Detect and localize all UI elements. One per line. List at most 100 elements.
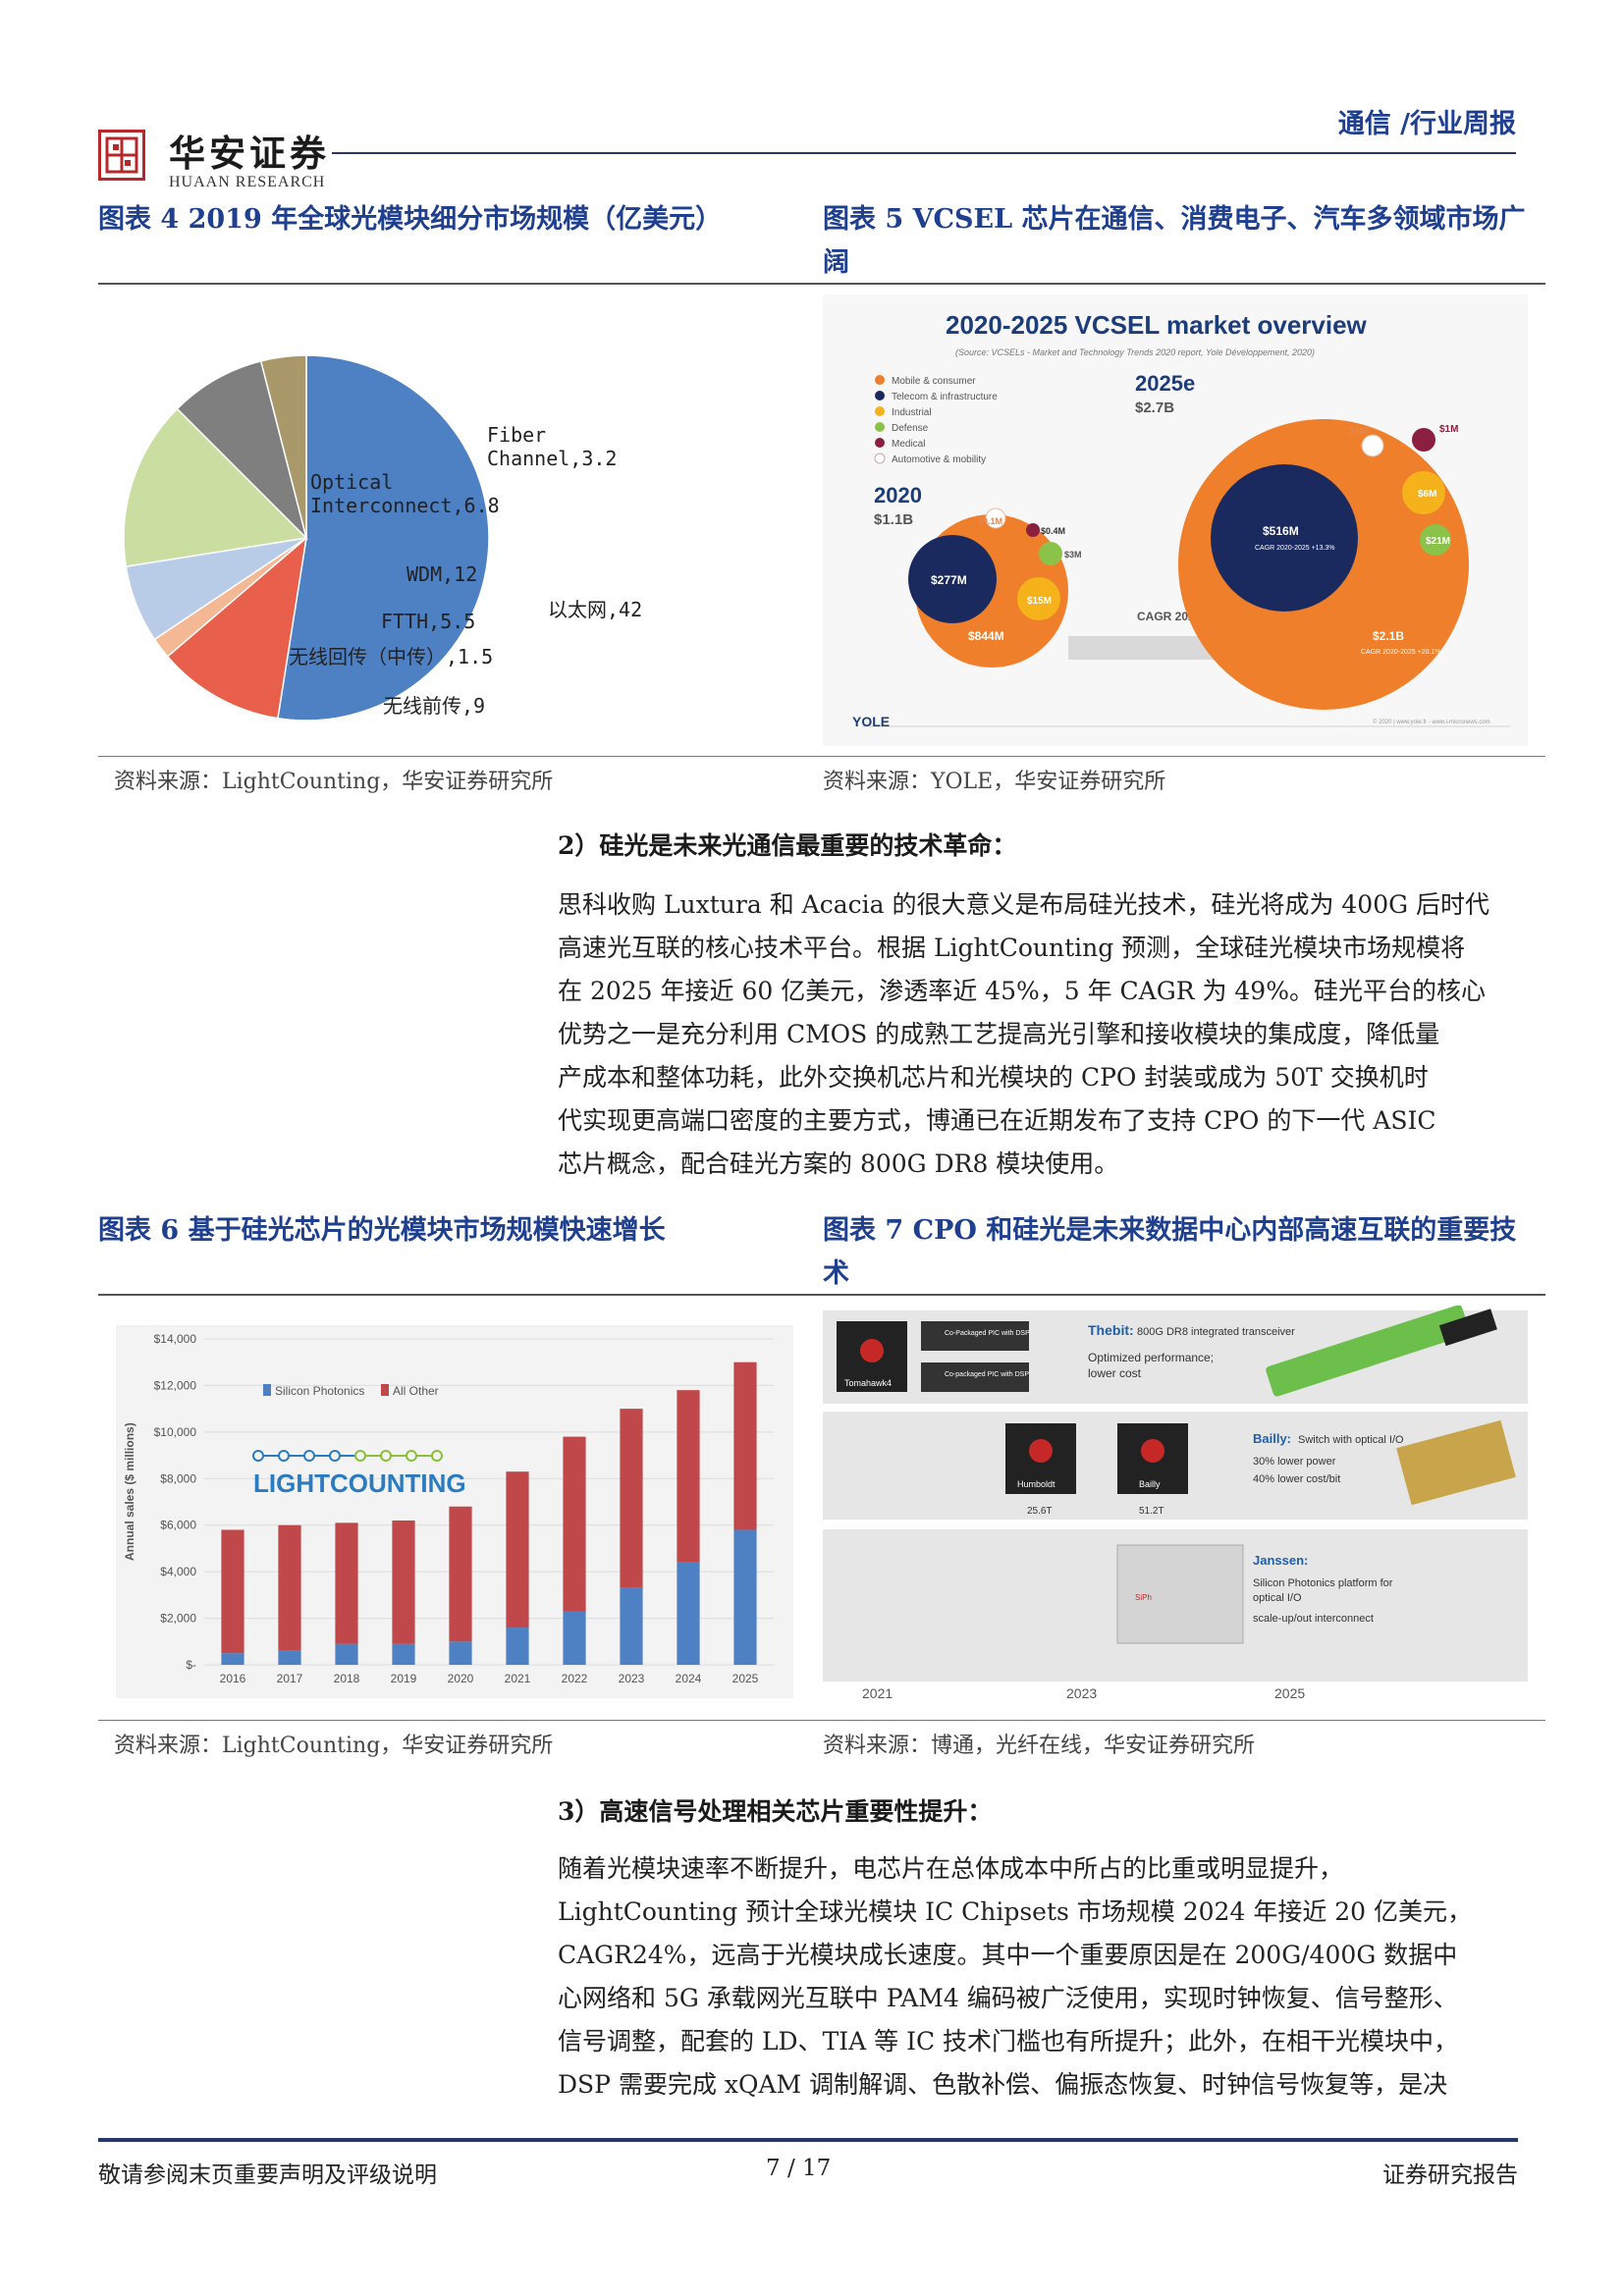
val-2020-mobile: $844M (968, 629, 1004, 643)
val-2020-medical: $0.4M (1041, 526, 1065, 536)
val-2020-industrial: $15M (1027, 596, 1052, 607)
thebit-line-1: Optimized performance; (1088, 1351, 1214, 1364)
y-tick-label: $4,000 (160, 1565, 196, 1578)
pie-label: WDM,12 (406, 562, 477, 586)
bailly-title: Bailly: (1253, 1431, 1291, 1446)
section-2-line: 代实现更高端口密度的主要方式，博通已在近期发布了支持 CPO 的下一代 ASIC (558, 1106, 1436, 1135)
legend-dot-mobile (875, 375, 885, 385)
legend-defense: Defense (892, 423, 929, 434)
pie-slice (259, 354, 307, 539)
pic-2 (921, 1362, 1029, 1392)
tomahawk4-label: Tomahawk4 (844, 1378, 892, 1388)
legend-industrial: Industrial (892, 407, 932, 418)
y-tick-label: $10,000 (154, 1425, 197, 1439)
legend-dot-industrial (875, 406, 885, 416)
year-label: 2025 (1274, 1685, 1305, 1701)
val-2025-mobile: $2.1B (1373, 629, 1404, 643)
section-3-line: DSP 需要完成 xQAM 调制解调、色散补偿、偏振态恢复、时钟信号恢复等，是决 (558, 2070, 1448, 2099)
bubble-2025-auto (1361, 434, 1384, 457)
y-tick-label: $- (186, 1658, 196, 1672)
pie-slice (166, 536, 308, 720)
x-tick-label: 2021 (505, 1672, 531, 1685)
logo-dot (431, 1450, 443, 1462)
vcsel-subheading: (Source: VCSELs - Market and Technology … (955, 347, 1315, 357)
bubble-2025-telecom (1211, 464, 1358, 612)
figure-bottom-rule-2 (98, 1720, 1545, 1721)
bubble-2025-defense (1420, 524, 1451, 556)
thebit-title: Thebit: (1088, 1322, 1134, 1338)
section-3-line: 随着光模块速率不断提升，电芯片在总体成本中所占的比重或明显提升， (558, 1854, 1344, 1883)
pie-label: 以太网,42 (548, 598, 642, 621)
val-2025-telecom-cagr: CAGR 2020-2025 +13.3% (1255, 545, 1335, 552)
section-2-line: 高速光互联的核心技术平台。根据 LightCounting 预测，全球硅光模块市… (558, 934, 1466, 962)
header-divider (332, 152, 1516, 154)
legend-other: All Other (393, 1384, 439, 1398)
y-tick-label: $14,000 (154, 1332, 197, 1346)
bubble-2025-medical (1412, 428, 1435, 452)
year-2025: 2025e (1135, 371, 1195, 396)
yole-copyright: © 2020 | www.yole.fr - www.i-micronews.c… (1373, 719, 1490, 725)
humboldt-value: 25.6T (1027, 1506, 1053, 1517)
bubble-2020-auto (985, 507, 1006, 529)
figure-7-cpo-roadmap: Tomahawk4 Co-Packaged PIC with DSP Co-pa… (823, 1306, 1530, 1708)
lightcounting-logo-text: LIGHTCOUNTING (253, 1468, 466, 1498)
legend-medical: Medical (892, 439, 925, 450)
legend-swatch-sipho (263, 1384, 271, 1396)
x-tick-label: 2023 (619, 1672, 645, 1685)
total-2020: $1.1B (874, 511, 913, 528)
figure-5-title: 图表 5 VCSEL 芯片在通信、消费电子、汽车多领域市场广阔 (823, 204, 1526, 278)
bubble-2020-defense (1039, 542, 1062, 565)
thebit-line-2: lower cost (1088, 1366, 1142, 1380)
bar-segment (506, 1628, 529, 1665)
legend-mobile: Mobile & consumer (892, 376, 976, 387)
thebit-sub: 800G DR8 integrated transceiver (1137, 1326, 1295, 1338)
figure-bottom-rule (98, 756, 1545, 757)
pic-2-label: Co-packaged PIC with DSP (945, 1371, 1029, 1378)
figure-6-title: 图表 6 基于硅光芯片的光模块市场规模快速增长 (98, 1215, 666, 1246)
bar-segment (392, 1643, 415, 1665)
x-tick-label: 2017 (277, 1672, 303, 1685)
pie-label: 无线前传,9 (383, 694, 485, 718)
y-tick-label: $8,000 (160, 1471, 196, 1485)
figure-5-vcsel-overview: 2020-2025 VCSEL market overview (Source:… (823, 294, 1528, 746)
broadcom-icon (1029, 1439, 1053, 1463)
val-2025-mobile-cagr: CAGR 2020-2025 +20.1% (1361, 649, 1441, 656)
val-2025-industrial: $21M (1426, 536, 1450, 547)
bar-segment (335, 1643, 358, 1665)
figure-6-source: 资料来源：LightCounting，华安证券研究所 (114, 1734, 554, 1758)
vcsel-heading: 2020-2025 VCSEL market overview (946, 310, 1368, 340)
pie-label: Optical (310, 470, 393, 494)
legend-dot-automotive (874, 453, 886, 464)
y-axis-label: Annual sales ($ millions) (123, 1422, 136, 1561)
transceiver-module-image (1266, 1306, 1470, 1397)
pic-1 (921, 1321, 1029, 1351)
legend-sipho: Silicon Photonics (275, 1384, 364, 1398)
x-tick-label: 2024 (676, 1672, 702, 1685)
pie-label: 无线回传（中传）,1.5 (289, 645, 493, 668)
figure-4-pie-chart: 以太网,42 无线前传,9 无线回传（中传）,1.5 FTTH,5.5 WDM,12 Op… (123, 354, 642, 721)
year-label: 2023 (1066, 1685, 1097, 1701)
figure-7-title: 图表 7 CPO 和硅光是未来数据中心内部高速互联的重要技术 (823, 1215, 1517, 1289)
year-label: 2021 (862, 1685, 893, 1701)
x-tick-label: 2018 (334, 1672, 360, 1685)
val-2025-auto: $2M (1349, 426, 1368, 437)
section-3-line: CAGR24%，远高于光模块成长速度。其中一个重要原因是在 200G/400G … (558, 1941, 1458, 1969)
bar-segment (449, 1641, 472, 1665)
figure-4-source: 资料来源：LightCounting，华安证券研究所 (114, 770, 554, 794)
report-category: 通信 /行业周报 (1337, 109, 1516, 139)
bar-segment (733, 1362, 757, 1530)
val-2020-telecom: $277M (931, 573, 967, 587)
figure-7-source: 资料来源：博通，光纤在线，华安证券研究所 (823, 1734, 1256, 1758)
bar-segment (449, 1506, 472, 1642)
x-tick-label: 2019 (391, 1672, 417, 1685)
footer-report-type: 证券研究报告 (1382, 2163, 1518, 2188)
vcsel-legend: Mobile & consumer Telecom & infrastructu… (874, 375, 998, 465)
broadcom-icon (860, 1339, 884, 1362)
bar-segment (563, 1611, 586, 1665)
section-2-line: 优势之一是充分利用 CMOS 的成熟工艺提高光引擎和接收模块的集成度，降低量 (558, 1020, 1440, 1048)
figure-4-title: 图表 4 2019 年全球光模块细分市场规模（亿美元） (98, 204, 723, 235)
bar-segment (221, 1529, 244, 1654)
pic-1-label: Co-Packaged PIC with DSP (945, 1330, 1030, 1337)
company-logo-seal (98, 130, 145, 181)
bar-segment (620, 1587, 643, 1665)
